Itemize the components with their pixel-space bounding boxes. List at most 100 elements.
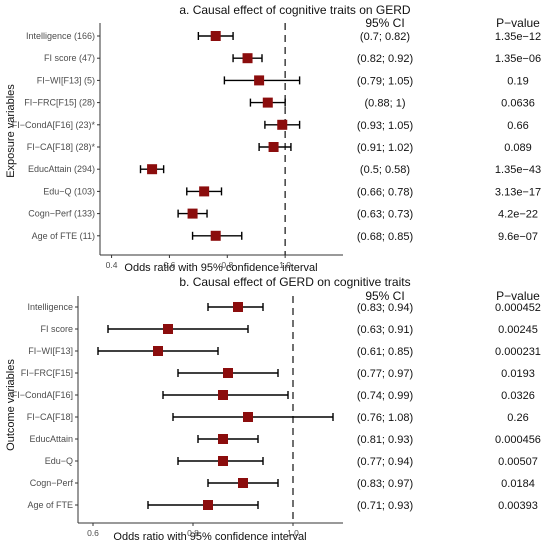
panel-a-p-value: 1.35e−12 (495, 31, 541, 43)
panel-b-ci-value: (0.74; 0.99) (357, 390, 413, 402)
panel-a-row-label: Edu−Q (103) (43, 186, 95, 196)
panel-a-row-label: FI−CondA[F16] (23)* (12, 120, 96, 130)
panel-b-or-marker (153, 346, 163, 356)
panel-b-or-marker (238, 478, 248, 488)
panel-b-title: b. Causal effect of GERD on cognitive tr… (179, 275, 410, 289)
panel-b-ci-value: (0.61; 0.85) (357, 346, 413, 358)
panel-b-or-marker (218, 390, 228, 400)
panel-b-p-value: 0.000456 (495, 434, 541, 446)
panel-a-ci-value: (0.5; 0.58) (360, 164, 410, 176)
panel-a-p-value: 0.0636 (501, 98, 535, 110)
panel-a-or-marker (254, 75, 265, 86)
panel-b-plot-area: 0.6 0.8 1.0 Intelligence (0.83; 0.94) 0.00045… (12, 296, 541, 538)
panel-b-ci-header: 95% CI (365, 289, 404, 303)
panel-a-or-marker (210, 31, 221, 41)
panel-b-or-marker (163, 324, 173, 334)
panel-a-ci-value: (0.66; 0.78) (357, 186, 413, 198)
panel-b: b. Causal effect of GERD on cognitive tr… (5, 275, 541, 543)
panel-b-row-label: Intelligence (27, 302, 73, 312)
panel-a-ci-value: (0.63; 0.73) (357, 209, 413, 221)
panel-a-plot-area: 0.4 0.6 0.8 1.0 Intelligence (166) (0.7; 0.82… (12, 23, 541, 270)
panel-a-or-marker (187, 208, 198, 219)
panel-b-ci-value: (0.83; 0.94) (357, 302, 413, 314)
panel-a-p-value: 1.35e−43 (495, 164, 541, 176)
panel-b-row-label: FI score (40, 324, 73, 334)
panel-b-p-value: 0.0326 (501, 390, 535, 402)
panel-a-p-value: 3.13e−17 (495, 186, 541, 198)
panel-a-p-value: 4.2e−22 (498, 209, 538, 221)
panel-a-ci-header: 95% CI (365, 16, 404, 30)
panel-b-or-marker (218, 456, 228, 466)
panel-b-p-value: 0.000452 (495, 302, 541, 314)
panel-b-row-label: Edu−Q (45, 456, 73, 466)
panel-a-or-marker (242, 53, 253, 64)
panel-a-or-marker (199, 186, 210, 197)
panel-b-ci-value: (0.77; 0.97) (357, 368, 413, 380)
panel-b-p-value: 0.0193 (501, 368, 535, 380)
panel-a-row-label: FI score (47) (44, 53, 95, 63)
panel-b-row-label: FI−CA[F18] (27, 412, 73, 422)
panel-b-ci-value: (0.63; 0.91) (357, 324, 413, 336)
panel-b-or-marker (223, 368, 233, 378)
panel-b-x-tick-label: 0.8 (187, 528, 199, 538)
panel-b-ci-value: (0.77; 0.94) (357, 456, 413, 468)
panel-a-p-value: 0.089 (504, 142, 532, 154)
panel-a-row-label: Intelligence (166) (26, 31, 95, 41)
panel-b-ci-value: (0.81; 0.93) (357, 434, 413, 446)
panel-a-ci-value: (0.88; 1) (365, 98, 406, 110)
panel-b-row-label: FI−WI[F13] (28, 346, 73, 356)
panel-a-row-label: FI−WI[F13] (5) (37, 75, 95, 85)
panel-a-x-tick-label: 0.6 (164, 260, 176, 270)
panel-b-p-value: 0.0184 (501, 478, 535, 490)
panel-a-ci-value: (0.91; 1.02) (357, 142, 413, 154)
panel-a-ci-value: (0.68; 0.85) (357, 231, 413, 243)
panel-a-p-header: P−value (496, 16, 540, 30)
panel-b-row-label: FI−CondA[F16] (12, 390, 73, 400)
panel-b-p-value: 0.00507 (498, 456, 538, 468)
panel-b-row-label: EducAttain (29, 434, 73, 444)
panel-a-row-label: EducAttain (294) (28, 164, 95, 174)
panel-a-p-value: 0.66 (507, 120, 528, 132)
panel-a-or-marker (268, 142, 279, 152)
panel-b-p-value: 0.000231 (495, 346, 541, 358)
panel-a-ylabel: Exposure variables (5, 84, 17, 178)
panel-b-or-marker (203, 500, 213, 510)
panel-a-row-label: Cogn−Perf (133) (28, 209, 95, 219)
panel-a-or-marker (262, 97, 273, 108)
panel-b-p-value: 0.00393 (498, 500, 538, 512)
panel-a-x-tick-label: 0.4 (106, 260, 118, 270)
panel-a-or-marker (147, 164, 158, 175)
panel-a-xlabel: Odds ratio with 95% confidence interval (124, 262, 317, 274)
panel-b-or-marker (218, 434, 228, 444)
panel-a-p-value: 0.19 (507, 75, 528, 87)
panel-a-title: a. Causal effect of cognitive traits on … (179, 3, 411, 17)
panel-a-or-marker (277, 119, 288, 130)
panel-a-ci-value: (0.7; 0.82) (360, 31, 410, 43)
panel-b-ci-value: (0.76; 1.08) (357, 412, 413, 424)
panel-a-row-label: FI−FRC[F15] (28) (24, 98, 95, 108)
panel-a: a. Causal effect of cognitive traits on … (5, 3, 541, 274)
panel-a-or-marker (210, 230, 221, 241)
panel-a-x-tick-label: 0.8 (221, 260, 233, 270)
panel-a-p-value: 1.35e−06 (495, 53, 541, 65)
panel-a-ci-value: (0.93; 1.05) (357, 120, 413, 132)
panel-b-row-label: Cogn−Perf (30, 478, 74, 488)
panel-b-ci-value: (0.71; 0.93) (357, 500, 413, 512)
panel-b-row-label: FI−FRC[F15] (21, 368, 73, 378)
panel-b-ci-value: (0.83; 0.97) (357, 478, 413, 490)
panel-b-p-header: P−value (496, 289, 540, 303)
panel-b-or-marker (233, 302, 243, 312)
panel-b-ylabel: Outcome variables (5, 359, 17, 451)
panel-b-or-marker (243, 412, 253, 422)
panel-b-x-tick-label: 1.0 (287, 528, 299, 538)
panel-a-x-tick-label: 1.0 (279, 260, 291, 270)
panel-b-row-label: Age of FTE (27, 500, 73, 510)
panel-a-p-value: 9.6e−07 (498, 231, 538, 243)
panel-a-ci-value: (0.82; 0.92) (357, 53, 413, 65)
panel-a-row-label: Age of FTE (11) (32, 231, 95, 241)
panel-b-p-value: 0.00245 (498, 324, 538, 336)
panel-b-xlabel: Odds ratio with 95% confidence interval (113, 531, 306, 543)
panel-b-p-value: 0.26 (507, 412, 528, 424)
panel-a-ci-value: (0.79; 1.05) (357, 75, 413, 87)
